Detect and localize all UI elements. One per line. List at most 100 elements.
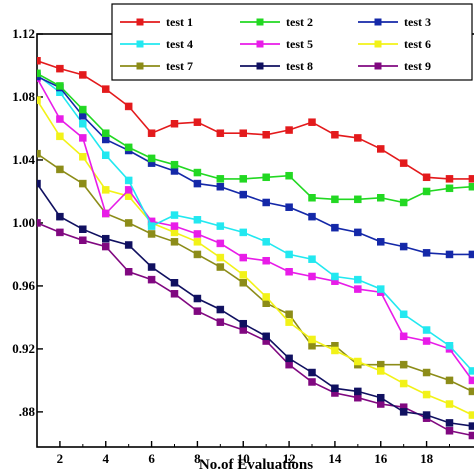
series-test-7 [37,149,474,396]
data-point [285,126,293,134]
data-point [354,275,362,284]
data-point [193,168,202,177]
data-point [79,112,87,120]
data-point [239,228,247,237]
data-point [216,318,225,326]
x-tick-label: 8 [194,451,201,466]
data-point [170,167,179,175]
data-point [377,367,385,375]
data-point [422,337,431,345]
data-point [193,230,202,238]
data-point [445,400,454,408]
data-point [79,225,87,233]
data-point [124,241,133,249]
data-point [102,85,110,93]
data-point [399,159,408,167]
data-point [399,242,408,251]
data-point [354,285,362,293]
data-point [308,378,316,386]
data-point [239,319,247,328]
data-point [285,318,293,326]
series-line [37,77,474,381]
data-point [124,143,133,152]
data-point [399,360,408,369]
x-tick-label: 16 [374,451,388,466]
series-line [37,99,473,416]
data-point [262,198,270,207]
data-point [56,165,64,174]
data-point [262,173,270,182]
data-point [422,249,431,257]
data-point [193,307,202,315]
data-point [170,160,179,169]
legend-box [111,3,473,81]
y-tick-label: 1.12 [12,26,35,41]
data-point [216,182,225,191]
data-point [216,253,225,262]
data-point [262,299,270,307]
data-point [79,179,87,188]
data-point [377,238,385,246]
data-point [102,151,110,159]
data-point [147,154,156,163]
legend-label: test 7 [166,59,193,73]
x-tick-label: 10 [237,451,250,466]
data-point [216,263,225,271]
data-point [216,305,225,314]
data-point [56,82,64,90]
x-tick-label: 14 [328,451,342,466]
legend-label: test 6 [404,37,431,51]
data-point [285,360,293,369]
data-point [422,411,431,419]
data-point [170,279,179,287]
data-point [37,149,41,158]
data-point [147,222,156,230]
data-point [377,145,385,153]
x-axis: 2 4 6 8 10 12 14 16 18 [36,441,450,466]
data-point [102,209,110,218]
data-point [239,253,247,262]
data-point [468,387,474,396]
y-axis: .88 0.92 0.96 1.00 1.04 1.08 1.12 [12,26,43,419]
legend-swatch-marker [136,40,144,48]
data-point [56,132,64,141]
data-point [422,187,431,196]
data-point [216,239,225,248]
data-point [37,57,41,65]
data-point [399,310,408,319]
data-point [377,393,385,402]
legend-item: test 8 [240,59,313,73]
data-point [79,153,87,161]
data-point [308,194,316,202]
data-point [239,271,247,279]
data-point [377,285,385,293]
data-point [262,293,270,301]
x-tick-label: 2 [57,451,64,466]
data-point [102,242,110,251]
series-test-6 [37,96,474,419]
legend-swatch-marker [136,18,144,26]
data-point [147,129,156,137]
legend-swatch-marker [256,40,264,48]
series-test-2 [37,69,474,207]
data-point [124,219,133,227]
data-point [239,279,247,287]
series-test-4 [37,71,474,375]
data-point [468,175,474,183]
data-point [79,236,87,245]
data-point [285,171,293,180]
data-point [147,230,156,238]
data-point [308,118,316,126]
legend-item: test 5 [240,37,313,51]
series-test-5 [37,74,474,385]
data-point [308,212,316,221]
data-point [331,272,339,281]
legend-label: test 5 [286,37,313,51]
data-point [193,238,202,246]
series-line [37,183,473,427]
y-tick-label: 1.00 [12,215,35,230]
data-point [354,393,362,402]
x-tick-label: 12 [283,451,296,466]
data-point [193,118,202,126]
